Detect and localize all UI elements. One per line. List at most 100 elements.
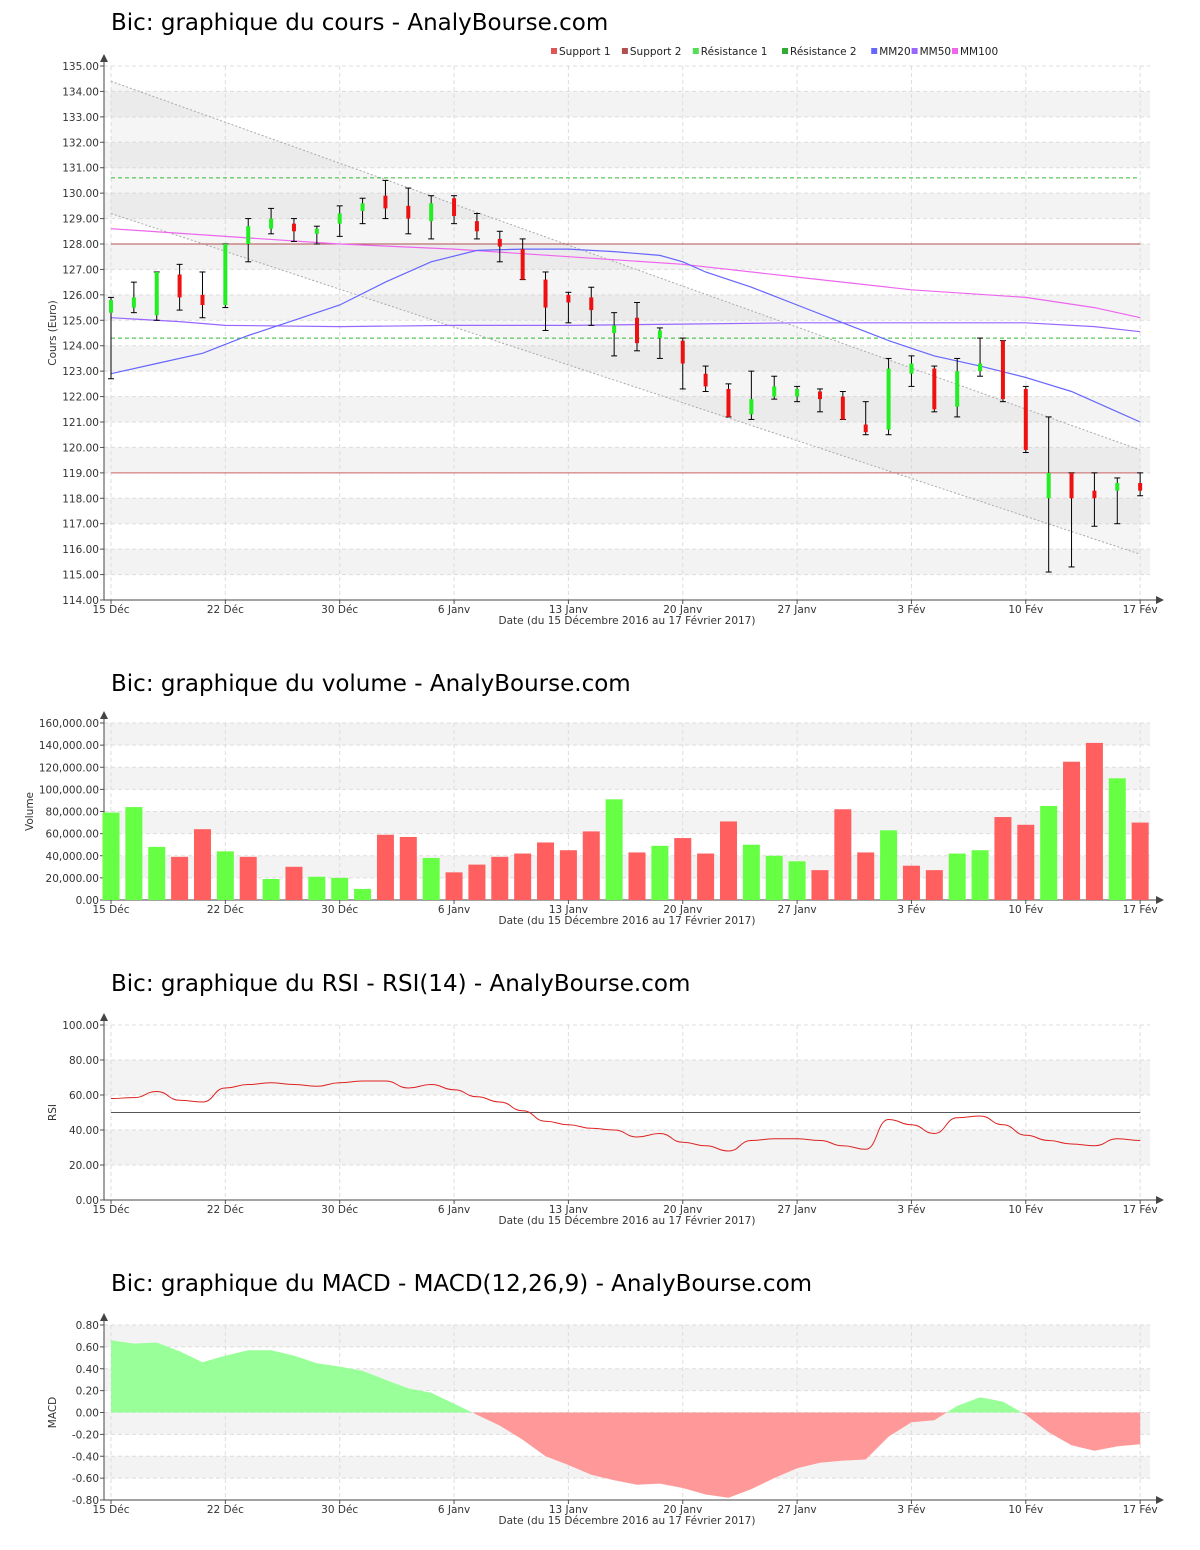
rsi-x-axis-arrow (1156, 1196, 1164, 1204)
rsi-x-tick-label: 22 Déc (207, 1204, 244, 1216)
volume-x-axis-label: Date (du 15 Décembre 2016 au 17 Février … (499, 915, 756, 927)
candle-body (749, 399, 754, 415)
volume-x-tick-label: 15 Déc (92, 904, 129, 916)
volume-bar (125, 807, 143, 900)
legend-label: MM50 (920, 46, 951, 58)
legend-swatch (952, 48, 958, 54)
price-grid-band (104, 345, 1150, 372)
candle (108, 296, 114, 380)
volume-bar (102, 812, 120, 900)
volume-bar (674, 838, 692, 900)
candle (1068, 472, 1075, 568)
legend-swatch (871, 48, 878, 54)
price-y-axis-arrow (100, 54, 108, 62)
price-x-tick-label: 13 Janv (549, 604, 588, 616)
price-grid-band (104, 91, 1150, 117)
price-x-axis-label: Date (du 15 Décembre 2016 au 17 Février … (499, 615, 756, 627)
volume-bar (1040, 805, 1058, 900)
mm100-line (110, 228, 1141, 319)
volume-grid-band (104, 855, 1150, 878)
candle (634, 301, 641, 352)
volume-bar (697, 853, 715, 900)
macd-y-tick-label: -0.20 (72, 1429, 99, 1441)
price-y-tick-label: 128.00 (62, 239, 99, 251)
candle-body (589, 297, 594, 311)
candle-body (200, 294, 205, 306)
rsi-y-tick-label: 60.00 (69, 1090, 99, 1102)
candle (1137, 472, 1144, 497)
macd-y-axis-arrow (100, 1313, 108, 1321)
candle (473, 212, 480, 240)
rsi-x-tick-label: 27 Janv (778, 1204, 817, 1216)
legend-label: Support 1 (559, 46, 611, 58)
price-x-tick-label: 10 Fév (1008, 604, 1043, 616)
candle (679, 337, 686, 390)
rsi-y-tick-label: 40.00 (69, 1125, 99, 1137)
candle-body (566, 294, 571, 303)
candle (771, 375, 778, 400)
macd-y-tick-label: 0.80 (76, 1320, 99, 1332)
candle-body (635, 317, 640, 344)
volume-bar (857, 852, 875, 900)
rsi-grid-band (104, 1130, 1150, 1165)
candle-body (1092, 490, 1097, 499)
candle (656, 327, 663, 359)
rsi-x-tick-label: 6 Janv (438, 1204, 470, 1216)
candle-body (680, 340, 685, 364)
price-y-tick-label: 122.00 (62, 392, 99, 404)
price-y-tick-label: 124.00 (62, 341, 99, 353)
price-y-tick-label: 130.00 (62, 188, 99, 200)
volume-bar (514, 853, 532, 900)
volume-x-tick-label: 22 Déc (207, 904, 244, 916)
macd-y-axis-label: MACD (47, 1397, 59, 1428)
volume-bar (742, 844, 760, 900)
candle-body (703, 373, 708, 387)
legend-label: Support 2 (630, 46, 682, 58)
price-chart: 114.00 115.00 116.00 117.00 118.00 119.00 120.… (47, 46, 1164, 627)
volume-bar (948, 853, 966, 900)
macd-x-tick-label: 17 Fév (1123, 1504, 1158, 1516)
candle-body (772, 386, 777, 397)
volume-bar (422, 857, 440, 900)
volume-bar (537, 842, 555, 900)
legend-label: Résistance 2 (790, 46, 857, 58)
volume-grid-band (104, 723, 1150, 746)
rsi-x-tick-label: 20 Janv (663, 1204, 702, 1216)
price-grid-band (104, 193, 1150, 219)
candle (153, 271, 160, 321)
price-grid-band (104, 294, 1150, 321)
rsi-x-tick-label: 10 Fév (1008, 1204, 1043, 1216)
candle (199, 271, 206, 319)
macd-y-tick-label: -0.80 (72, 1495, 99, 1507)
candle-body (863, 424, 868, 433)
macd-grid-band (104, 1325, 1150, 1347)
candle (176, 263, 183, 311)
candle-body (909, 363, 914, 374)
candle (816, 388, 823, 413)
macd-x-tick-label: 3 Fév (897, 1504, 925, 1516)
price-x-tick-label: 30 Déc (321, 604, 358, 616)
rsi-x-tick-label: 30 Déc (321, 1204, 358, 1216)
price-y-tick-label: 116.00 (62, 544, 99, 556)
candle (268, 207, 275, 235)
mm50-line (110, 317, 1141, 333)
candle (908, 355, 915, 387)
price-y-tick-label: 118.00 (62, 493, 99, 505)
volume-grid-band (104, 811, 1150, 834)
candle-body (360, 203, 365, 211)
candle (954, 357, 961, 418)
volume-bar (1108, 778, 1126, 900)
macd-y-tick-label: 0.20 (76, 1386, 99, 1398)
candle-body (978, 363, 983, 372)
candle-body (932, 368, 937, 410)
volume-bar (376, 834, 394, 900)
macd-x-tick-label: 22 Déc (207, 1504, 244, 1516)
volume-bar (171, 856, 189, 900)
candle-body (1115, 483, 1120, 491)
legend-swatch (911, 48, 918, 54)
volume-y-tick-label: 0.00 (76, 895, 99, 907)
volume-x-axis-arrow (1156, 896, 1164, 904)
rsi-x-tick-label: 17 Fév (1123, 1204, 1158, 1216)
candle (999, 340, 1006, 403)
candle (931, 365, 938, 413)
